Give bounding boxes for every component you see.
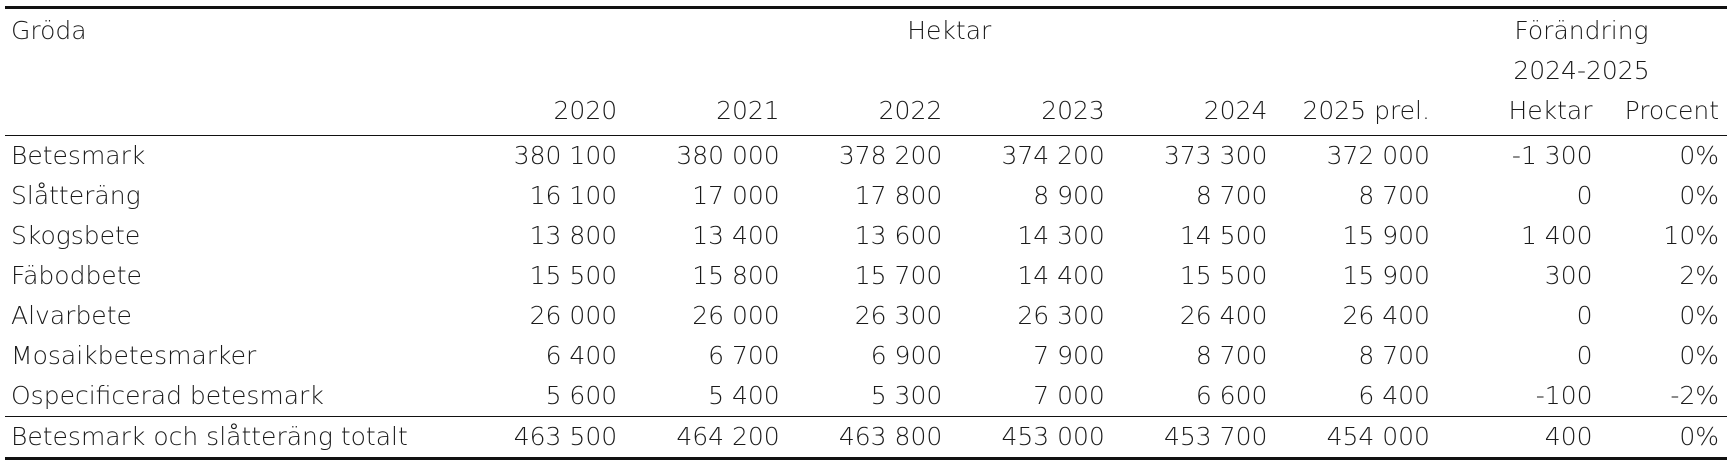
hectare-value-cell: 15 500 bbox=[529, 261, 618, 290]
hectare-value-cell: 380 000 bbox=[676, 141, 780, 170]
table-row: Skogsbete 13 800 13 400 13 600 14 300 14 500 1… bbox=[5, 216, 1727, 256]
table-body: Betesmark 380 100 380 000 378 200 374 200 373… bbox=[5, 136, 1727, 460]
crop-name-cell: Betesmark bbox=[11, 141, 146, 170]
hectare-value-cell: 464 200 bbox=[625, 416, 788, 460]
table-row: Betesmark 380 100 380 000 378 200 374 200 373… bbox=[5, 136, 1727, 177]
crop-name-cell: Alvarbete bbox=[11, 301, 132, 330]
hectare-value-cell: 15 800 bbox=[692, 261, 780, 290]
crop-name-cell: Ospecificerad betesmark bbox=[11, 381, 324, 410]
change-hectare-cell: 0 bbox=[1576, 341, 1593, 370]
hectare-value-cell: 374 200 bbox=[1001, 141, 1105, 170]
crop-name-cell: Slåtteräng bbox=[11, 181, 141, 210]
year-header: 2024 bbox=[1112, 91, 1276, 136]
statistics-table-container: Gröda Hektar Förändring 2024-2025 2020 2… bbox=[5, 6, 1727, 460]
table-row: Fäbodbete 15 500 15 800 15 700 14 400 15 500 1… bbox=[5, 256, 1727, 296]
change-percent-cell: 0% bbox=[1679, 341, 1719, 370]
hectare-value-cell: 6 600 bbox=[1195, 381, 1268, 410]
hectare-value-cell: 378 200 bbox=[838, 141, 943, 170]
hectare-value-cell: 26 400 bbox=[1342, 301, 1430, 330]
hectare-value-cell: 15 500 bbox=[1179, 261, 1268, 290]
hectare-value-cell: 14 400 bbox=[1017, 261, 1105, 290]
hectare-value-cell: 15 700 bbox=[854, 261, 943, 290]
change-hectare-cell: 400 bbox=[1437, 416, 1601, 460]
hectare-value-cell: 463 800 bbox=[787, 416, 951, 460]
hectare-value-cell: 6 400 bbox=[1358, 381, 1430, 410]
hectare-value-cell: 454 000 bbox=[1275, 416, 1438, 460]
hectare-value-cell: 5 400 bbox=[708, 381, 780, 410]
total-row: Betesmark och slåtteräng totalt 463 500 46… bbox=[5, 416, 1727, 460]
change-percent-cell: 2% bbox=[1679, 261, 1719, 290]
hectare-value-cell: 8 900 bbox=[1033, 181, 1105, 210]
hectare-value-cell: 17 000 bbox=[692, 181, 780, 210]
hectare-value-cell: 6 700 bbox=[708, 341, 780, 370]
hectare-value-cell: 8 700 bbox=[1358, 181, 1430, 210]
change-percent-cell: 10% bbox=[1663, 221, 1719, 250]
hectare-value-cell: 26 300 bbox=[854, 301, 943, 330]
hectare-value-cell: 17 800 bbox=[854, 181, 943, 210]
hectare-value-cell: 13 400 bbox=[692, 221, 780, 250]
change-percent-cell: 0% bbox=[1679, 301, 1719, 330]
year-header: 2021 bbox=[625, 91, 788, 136]
hectare-value-cell: 5 300 bbox=[870, 381, 943, 410]
change-hectare-cell: -1 300 bbox=[1511, 141, 1593, 170]
change-hectare-header: Hektar bbox=[1437, 91, 1601, 136]
year-header: 2022 bbox=[787, 91, 951, 136]
crop-column-header: Gröda bbox=[5, 6, 463, 51]
crop-name-cell: Mosaikbetesmarker bbox=[11, 341, 257, 370]
change-group-header: Förändring bbox=[1437, 6, 1727, 51]
change-percent-header: Procent bbox=[1600, 91, 1727, 136]
hectare-value-cell: 26 000 bbox=[529, 301, 618, 330]
change-hectare-cell: 300 bbox=[1544, 261, 1593, 290]
change-hectare-cell: 1 400 bbox=[1520, 221, 1593, 250]
table-row: Ospecificerad betesmark 5 600 5 400 5 300 7 … bbox=[5, 376, 1727, 417]
hectare-value-cell: 15 900 bbox=[1342, 221, 1430, 250]
table-header: Gröda Hektar Förändring 2024-2025 2020 2… bbox=[5, 6, 1727, 136]
table-row: Alvarbete 26 000 26 000 26 300 26 300 26 400 2… bbox=[5, 296, 1727, 336]
hectare-value-cell: 6 900 bbox=[870, 341, 943, 370]
change-hectare-cell: 0 bbox=[1576, 301, 1593, 330]
change-percent-cell: 0% bbox=[1679, 181, 1719, 210]
change-percent-cell: 0% bbox=[1600, 416, 1727, 460]
hectare-value-cell: 5 600 bbox=[545, 381, 618, 410]
year-header: 2023 bbox=[950, 91, 1113, 136]
crop-name-cell: Fäbodbete bbox=[11, 261, 142, 290]
hectare-value-cell: 8 700 bbox=[1195, 341, 1268, 370]
hectare-value-cell: 463 500 bbox=[462, 416, 626, 460]
hectare-value-cell: 13 800 bbox=[529, 221, 618, 250]
year-header: 2025 prel. bbox=[1275, 91, 1438, 136]
change-percent-cell: 0% bbox=[1679, 141, 1719, 170]
table-row: Mosaikbetesmarker 6 400 6 700 6 900 7 900 8 7… bbox=[5, 336, 1727, 376]
year-header: 2020 bbox=[462, 91, 626, 136]
hectare-value-cell: 373 300 bbox=[1164, 141, 1268, 170]
crop-name-cell: Betesmark och slåtteräng totalt bbox=[5, 416, 463, 460]
hectare-value-cell: 7 000 bbox=[1033, 381, 1105, 410]
hectare-value-cell: 453 700 bbox=[1112, 416, 1276, 460]
grazing-land-table: Gröda Hektar Förändring 2024-2025 2020 2… bbox=[5, 6, 1727, 460]
hectare-value-cell: 7 900 bbox=[1033, 341, 1105, 370]
header-spacer bbox=[5, 91, 463, 136]
change-hectare-cell: 0 bbox=[1576, 181, 1593, 210]
hectare-value-cell: 372 000 bbox=[1326, 141, 1430, 170]
crop-name-cell: Skogsbete bbox=[11, 221, 141, 250]
change-percent-cell: -2% bbox=[1670, 381, 1719, 410]
hectare-value-cell: 26 400 bbox=[1179, 301, 1268, 330]
hectare-value-cell: 13 600 bbox=[854, 221, 943, 250]
hectare-value-cell: 380 100 bbox=[513, 141, 618, 170]
hectare-group-header: Hektar bbox=[462, 6, 1438, 51]
hectare-value-cell: 16 100 bbox=[529, 181, 618, 210]
change-period-header: 2024-2025 bbox=[1513, 56, 1650, 85]
table-row: Slåtteräng 16 100 17 000 17 800 8 900 8 700 8 … bbox=[5, 176, 1727, 216]
hectare-value-cell: 26 300 bbox=[1017, 301, 1105, 330]
hectare-value-cell: 8 700 bbox=[1195, 181, 1268, 210]
hectare-value-cell: 453 000 bbox=[950, 416, 1113, 460]
hectare-value-cell: 14 500 bbox=[1179, 221, 1268, 250]
hectare-value-cell: 8 700 bbox=[1358, 341, 1430, 370]
hectare-value-cell: 15 900 bbox=[1342, 261, 1430, 290]
hectare-value-cell: 26 000 bbox=[692, 301, 780, 330]
change-hectare-cell: -100 bbox=[1535, 381, 1593, 410]
hectare-value-cell: 6 400 bbox=[545, 341, 618, 370]
header-spacer bbox=[5, 51, 463, 91]
header-spacer bbox=[463, 51, 1438, 91]
hectare-value-cell: 14 300 bbox=[1017, 221, 1105, 250]
